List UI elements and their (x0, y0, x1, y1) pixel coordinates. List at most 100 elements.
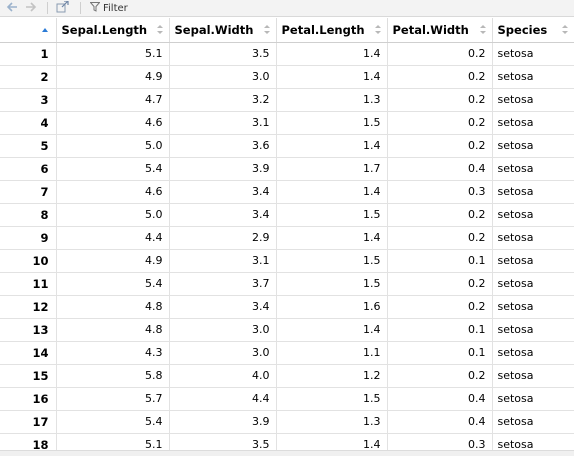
cell-sepal-width[interactable]: 3.1 (169, 111, 277, 135)
cell-sepal-length[interactable]: 5.1 (56, 433, 170, 451)
cell-petal-length[interactable]: 1.6 (276, 295, 388, 319)
cell-petal-length[interactable]: 1.4 (276, 318, 388, 342)
cell-petal-length[interactable]: 1.4 (276, 433, 388, 451)
cell-petal-length[interactable]: 1.3 (276, 410, 388, 434)
cell-petal-width[interactable]: 0.2 (387, 295, 493, 319)
cell-sepal-length[interactable]: 4.8 (56, 318, 170, 342)
cell-petal-width[interactable]: 0.1 (387, 341, 493, 365)
cell-species[interactable]: setosa (492, 203, 574, 227)
cell-sepal-length[interactable]: 4.4 (56, 226, 170, 250)
cell-sepal-width[interactable]: 4.4 (169, 387, 277, 411)
cell-petal-length[interactable]: 1.4 (276, 226, 388, 250)
cell-petal-width[interactable]: 0.4 (387, 410, 493, 434)
cell-sepal-width[interactable]: 3.9 (169, 157, 277, 181)
popout-button[interactable] (54, 0, 70, 15)
cell-sepal-width[interactable]: 3.0 (169, 65, 277, 89)
cell-sepal-width[interactable]: 3.4 (169, 203, 277, 227)
cell-sepal-width[interactable]: 2.9 (169, 226, 277, 250)
data-grid[interactable]: Sepal.Length Sepal.Width Petal.Length Pe… (0, 18, 574, 451)
back-button[interactable] (5, 1, 19, 15)
cell-sepal-width[interactable]: 3.5 (169, 42, 277, 66)
cell-petal-width[interactable]: 0.2 (387, 272, 493, 296)
cell-sepal-width[interactable]: 3.0 (169, 341, 277, 365)
cell-petal-width[interactable]: 0.4 (387, 157, 493, 181)
cell-species[interactable]: setosa (492, 226, 574, 250)
cell-sepal-width[interactable]: 3.4 (169, 295, 277, 319)
column-header-petal-length[interactable]: Petal.Length (276, 18, 388, 43)
cell-sepal-width[interactable]: 3.2 (169, 88, 277, 112)
cell-species[interactable]: setosa (492, 433, 574, 451)
cell-petal-width[interactable]: 0.2 (387, 364, 493, 388)
cell-species[interactable]: setosa (492, 249, 574, 273)
cell-petal-width[interactable]: 0.2 (387, 88, 493, 112)
cell-sepal-length[interactable]: 5.1 (56, 42, 170, 66)
cell-species[interactable]: setosa (492, 295, 574, 319)
cell-petal-width[interactable]: 0.2 (387, 203, 493, 227)
forward-button[interactable] (24, 1, 38, 15)
column-header-sepal-width[interactable]: Sepal.Width (169, 18, 277, 43)
cell-sepal-width[interactable]: 3.0 (169, 318, 277, 342)
cell-species[interactable]: setosa (492, 180, 574, 204)
cell-sepal-width[interactable]: 3.6 (169, 134, 277, 158)
cell-sepal-length[interactable]: 5.0 (56, 134, 170, 158)
cell-petal-width[interactable]: 0.2 (387, 134, 493, 158)
cell-sepal-length[interactable]: 4.9 (56, 65, 170, 89)
cell-petal-length[interactable]: 1.5 (276, 387, 388, 411)
cell-petal-length[interactable]: 1.5 (276, 203, 388, 227)
cell-petal-width[interactable]: 0.3 (387, 433, 493, 451)
cell-species[interactable]: setosa (492, 111, 574, 135)
cell-petal-length[interactable]: 1.5 (276, 249, 388, 273)
cell-petal-width[interactable]: 0.2 (387, 111, 493, 135)
cell-sepal-width[interactable]: 4.0 (169, 364, 277, 388)
cell-sepal-length[interactable]: 5.0 (56, 203, 170, 227)
cell-petal-width[interactable]: 0.1 (387, 318, 493, 342)
cell-petal-length[interactable]: 1.3 (276, 88, 388, 112)
cell-petal-length[interactable]: 1.5 (276, 111, 388, 135)
cell-sepal-length[interactable]: 5.8 (56, 364, 170, 388)
cell-species[interactable]: setosa (492, 318, 574, 342)
cell-sepal-length[interactable]: 4.3 (56, 341, 170, 365)
cell-sepal-length[interactable]: 4.8 (56, 295, 170, 319)
cell-species[interactable]: setosa (492, 410, 574, 434)
row-index-header[interactable] (0, 18, 57, 43)
cell-species[interactable]: setosa (492, 364, 574, 388)
cell-petal-length[interactable]: 1.4 (276, 65, 388, 89)
cell-petal-length[interactable]: 1.4 (276, 180, 388, 204)
cell-petal-width[interactable]: 0.2 (387, 65, 493, 89)
cell-petal-length[interactable]: 1.4 (276, 42, 388, 66)
cell-petal-length[interactable]: 1.1 (276, 341, 388, 365)
cell-sepal-length[interactable]: 5.7 (56, 387, 170, 411)
cell-petal-width[interactable]: 0.4 (387, 387, 493, 411)
cell-petal-length[interactable]: 1.5 (276, 272, 388, 296)
cell-petal-length[interactable]: 1.4 (276, 134, 388, 158)
filter-button[interactable]: Filter (89, 1, 138, 15)
cell-sepal-length[interactable]: 4.6 (56, 111, 170, 135)
column-header-petal-width[interactable]: Petal.Width (387, 18, 493, 43)
cell-sepal-length[interactable]: 4.9 (56, 249, 170, 273)
column-header-sepal-length[interactable]: Sepal.Length (56, 18, 170, 43)
cell-species[interactable]: setosa (492, 272, 574, 296)
cell-species[interactable]: setosa (492, 65, 574, 89)
cell-sepal-length[interactable]: 4.7 (56, 88, 170, 112)
cell-petal-length[interactable]: 1.2 (276, 364, 388, 388)
cell-species[interactable]: setosa (492, 42, 574, 66)
cell-sepal-width[interactable]: 3.5 (169, 433, 277, 451)
cell-petal-width[interactable]: 0.1 (387, 249, 493, 273)
cell-sepal-length[interactable]: 5.4 (56, 157, 170, 181)
cell-sepal-width[interactable]: 3.9 (169, 410, 277, 434)
cell-sepal-width[interactable]: 3.4 (169, 180, 277, 204)
cell-sepal-length[interactable]: 4.6 (56, 180, 170, 204)
cell-species[interactable]: setosa (492, 88, 574, 112)
cell-petal-width[interactable]: 0.2 (387, 42, 493, 66)
column-header-species[interactable]: Species (492, 18, 574, 43)
cell-species[interactable]: setosa (492, 341, 574, 365)
cell-species[interactable]: setosa (492, 157, 574, 181)
cell-sepal-length[interactable]: 5.4 (56, 272, 170, 296)
cell-species[interactable]: setosa (492, 387, 574, 411)
cell-sepal-length[interactable]: 5.4 (56, 410, 170, 434)
cell-petal-length[interactable]: 1.7 (276, 157, 388, 181)
cell-species[interactable]: setosa (492, 134, 574, 158)
cell-sepal-width[interactable]: 3.7 (169, 272, 277, 296)
cell-petal-width[interactable]: 0.2 (387, 226, 493, 250)
cell-petal-width[interactable]: 0.3 (387, 180, 493, 204)
